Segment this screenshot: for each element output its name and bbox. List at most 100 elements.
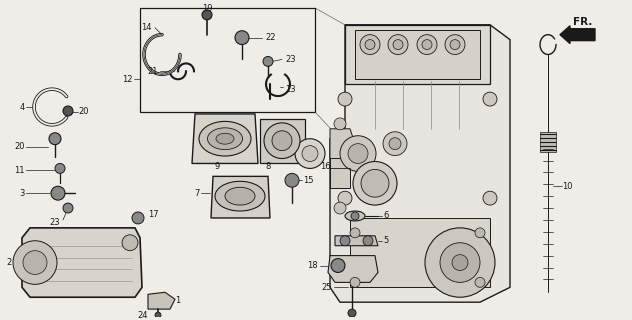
Bar: [260, 119, 305, 164]
Circle shape: [55, 164, 65, 173]
Circle shape: [302, 146, 318, 162]
Circle shape: [450, 40, 460, 50]
Bar: [540, 132, 556, 152]
Circle shape: [351, 212, 359, 220]
Circle shape: [334, 202, 346, 214]
Circle shape: [365, 40, 375, 50]
Ellipse shape: [345, 211, 365, 221]
Circle shape: [360, 35, 380, 54]
Circle shape: [422, 40, 432, 50]
Text: 1: 1: [175, 296, 180, 305]
Circle shape: [445, 35, 465, 54]
Text: 15: 15: [303, 176, 313, 185]
Circle shape: [235, 31, 249, 44]
Circle shape: [132, 212, 144, 224]
Text: 24: 24: [138, 310, 148, 320]
Polygon shape: [211, 176, 270, 218]
Circle shape: [272, 131, 292, 151]
Circle shape: [263, 56, 273, 66]
Circle shape: [475, 228, 485, 238]
Text: 9: 9: [214, 162, 220, 171]
Text: 19: 19: [202, 4, 212, 13]
Text: 17: 17: [148, 210, 159, 219]
Circle shape: [425, 228, 495, 297]
Circle shape: [285, 173, 299, 187]
Text: 12: 12: [123, 75, 133, 84]
Circle shape: [13, 241, 57, 284]
Polygon shape: [192, 114, 258, 164]
Circle shape: [353, 162, 397, 205]
Circle shape: [452, 255, 468, 270]
Ellipse shape: [215, 181, 265, 211]
Polygon shape: [345, 25, 490, 84]
Circle shape: [348, 144, 368, 164]
Circle shape: [350, 277, 360, 287]
Polygon shape: [328, 256, 378, 282]
Circle shape: [483, 191, 497, 205]
Bar: [355, 30, 480, 79]
Text: 7: 7: [195, 189, 200, 198]
Circle shape: [361, 169, 389, 197]
Polygon shape: [148, 292, 175, 309]
Ellipse shape: [207, 128, 243, 150]
Polygon shape: [22, 228, 142, 297]
Circle shape: [393, 40, 403, 50]
Circle shape: [417, 35, 437, 54]
Text: 8: 8: [265, 162, 270, 171]
Text: 20: 20: [15, 142, 25, 151]
Bar: [330, 148, 350, 188]
Polygon shape: [335, 236, 378, 246]
Ellipse shape: [199, 121, 251, 156]
Text: 25: 25: [322, 283, 332, 292]
Circle shape: [383, 132, 407, 156]
Text: 2: 2: [7, 258, 12, 267]
Circle shape: [338, 92, 352, 106]
Text: 23: 23: [50, 219, 60, 228]
Circle shape: [122, 235, 138, 251]
Polygon shape: [330, 129, 355, 158]
Circle shape: [348, 309, 356, 317]
Circle shape: [389, 138, 401, 150]
Text: 6: 6: [383, 212, 389, 220]
Circle shape: [295, 139, 325, 168]
Text: 18: 18: [307, 261, 318, 270]
Circle shape: [350, 228, 360, 238]
Polygon shape: [330, 25, 510, 302]
Text: 3: 3: [20, 189, 25, 198]
Circle shape: [49, 133, 61, 145]
Circle shape: [264, 123, 300, 158]
Ellipse shape: [225, 187, 255, 205]
Circle shape: [363, 236, 373, 246]
Circle shape: [440, 243, 480, 282]
Circle shape: [63, 203, 73, 213]
Circle shape: [483, 92, 497, 106]
Circle shape: [202, 10, 212, 20]
Circle shape: [388, 35, 408, 54]
Ellipse shape: [216, 133, 234, 144]
Text: 4: 4: [20, 102, 25, 111]
Circle shape: [338, 191, 352, 205]
Circle shape: [23, 251, 47, 275]
Circle shape: [340, 136, 376, 172]
Bar: [140, 8, 315, 112]
FancyArrow shape: [560, 26, 595, 44]
Text: 23: 23: [285, 55, 296, 64]
Circle shape: [334, 118, 346, 130]
Circle shape: [51, 186, 65, 200]
Text: FR.: FR.: [573, 17, 593, 27]
Text: 16: 16: [320, 162, 331, 171]
Text: 13: 13: [285, 85, 296, 94]
Text: 21: 21: [147, 67, 158, 76]
Text: 22: 22: [265, 33, 276, 42]
Bar: [350, 218, 490, 287]
Text: 11: 11: [15, 166, 25, 175]
Circle shape: [155, 312, 161, 318]
Text: 10: 10: [562, 182, 573, 191]
Circle shape: [331, 259, 345, 272]
Circle shape: [340, 236, 350, 246]
Text: 20: 20: [78, 108, 88, 116]
Text: 14: 14: [142, 23, 152, 32]
Text: 5: 5: [383, 236, 388, 245]
Circle shape: [63, 106, 73, 116]
Circle shape: [475, 277, 485, 287]
